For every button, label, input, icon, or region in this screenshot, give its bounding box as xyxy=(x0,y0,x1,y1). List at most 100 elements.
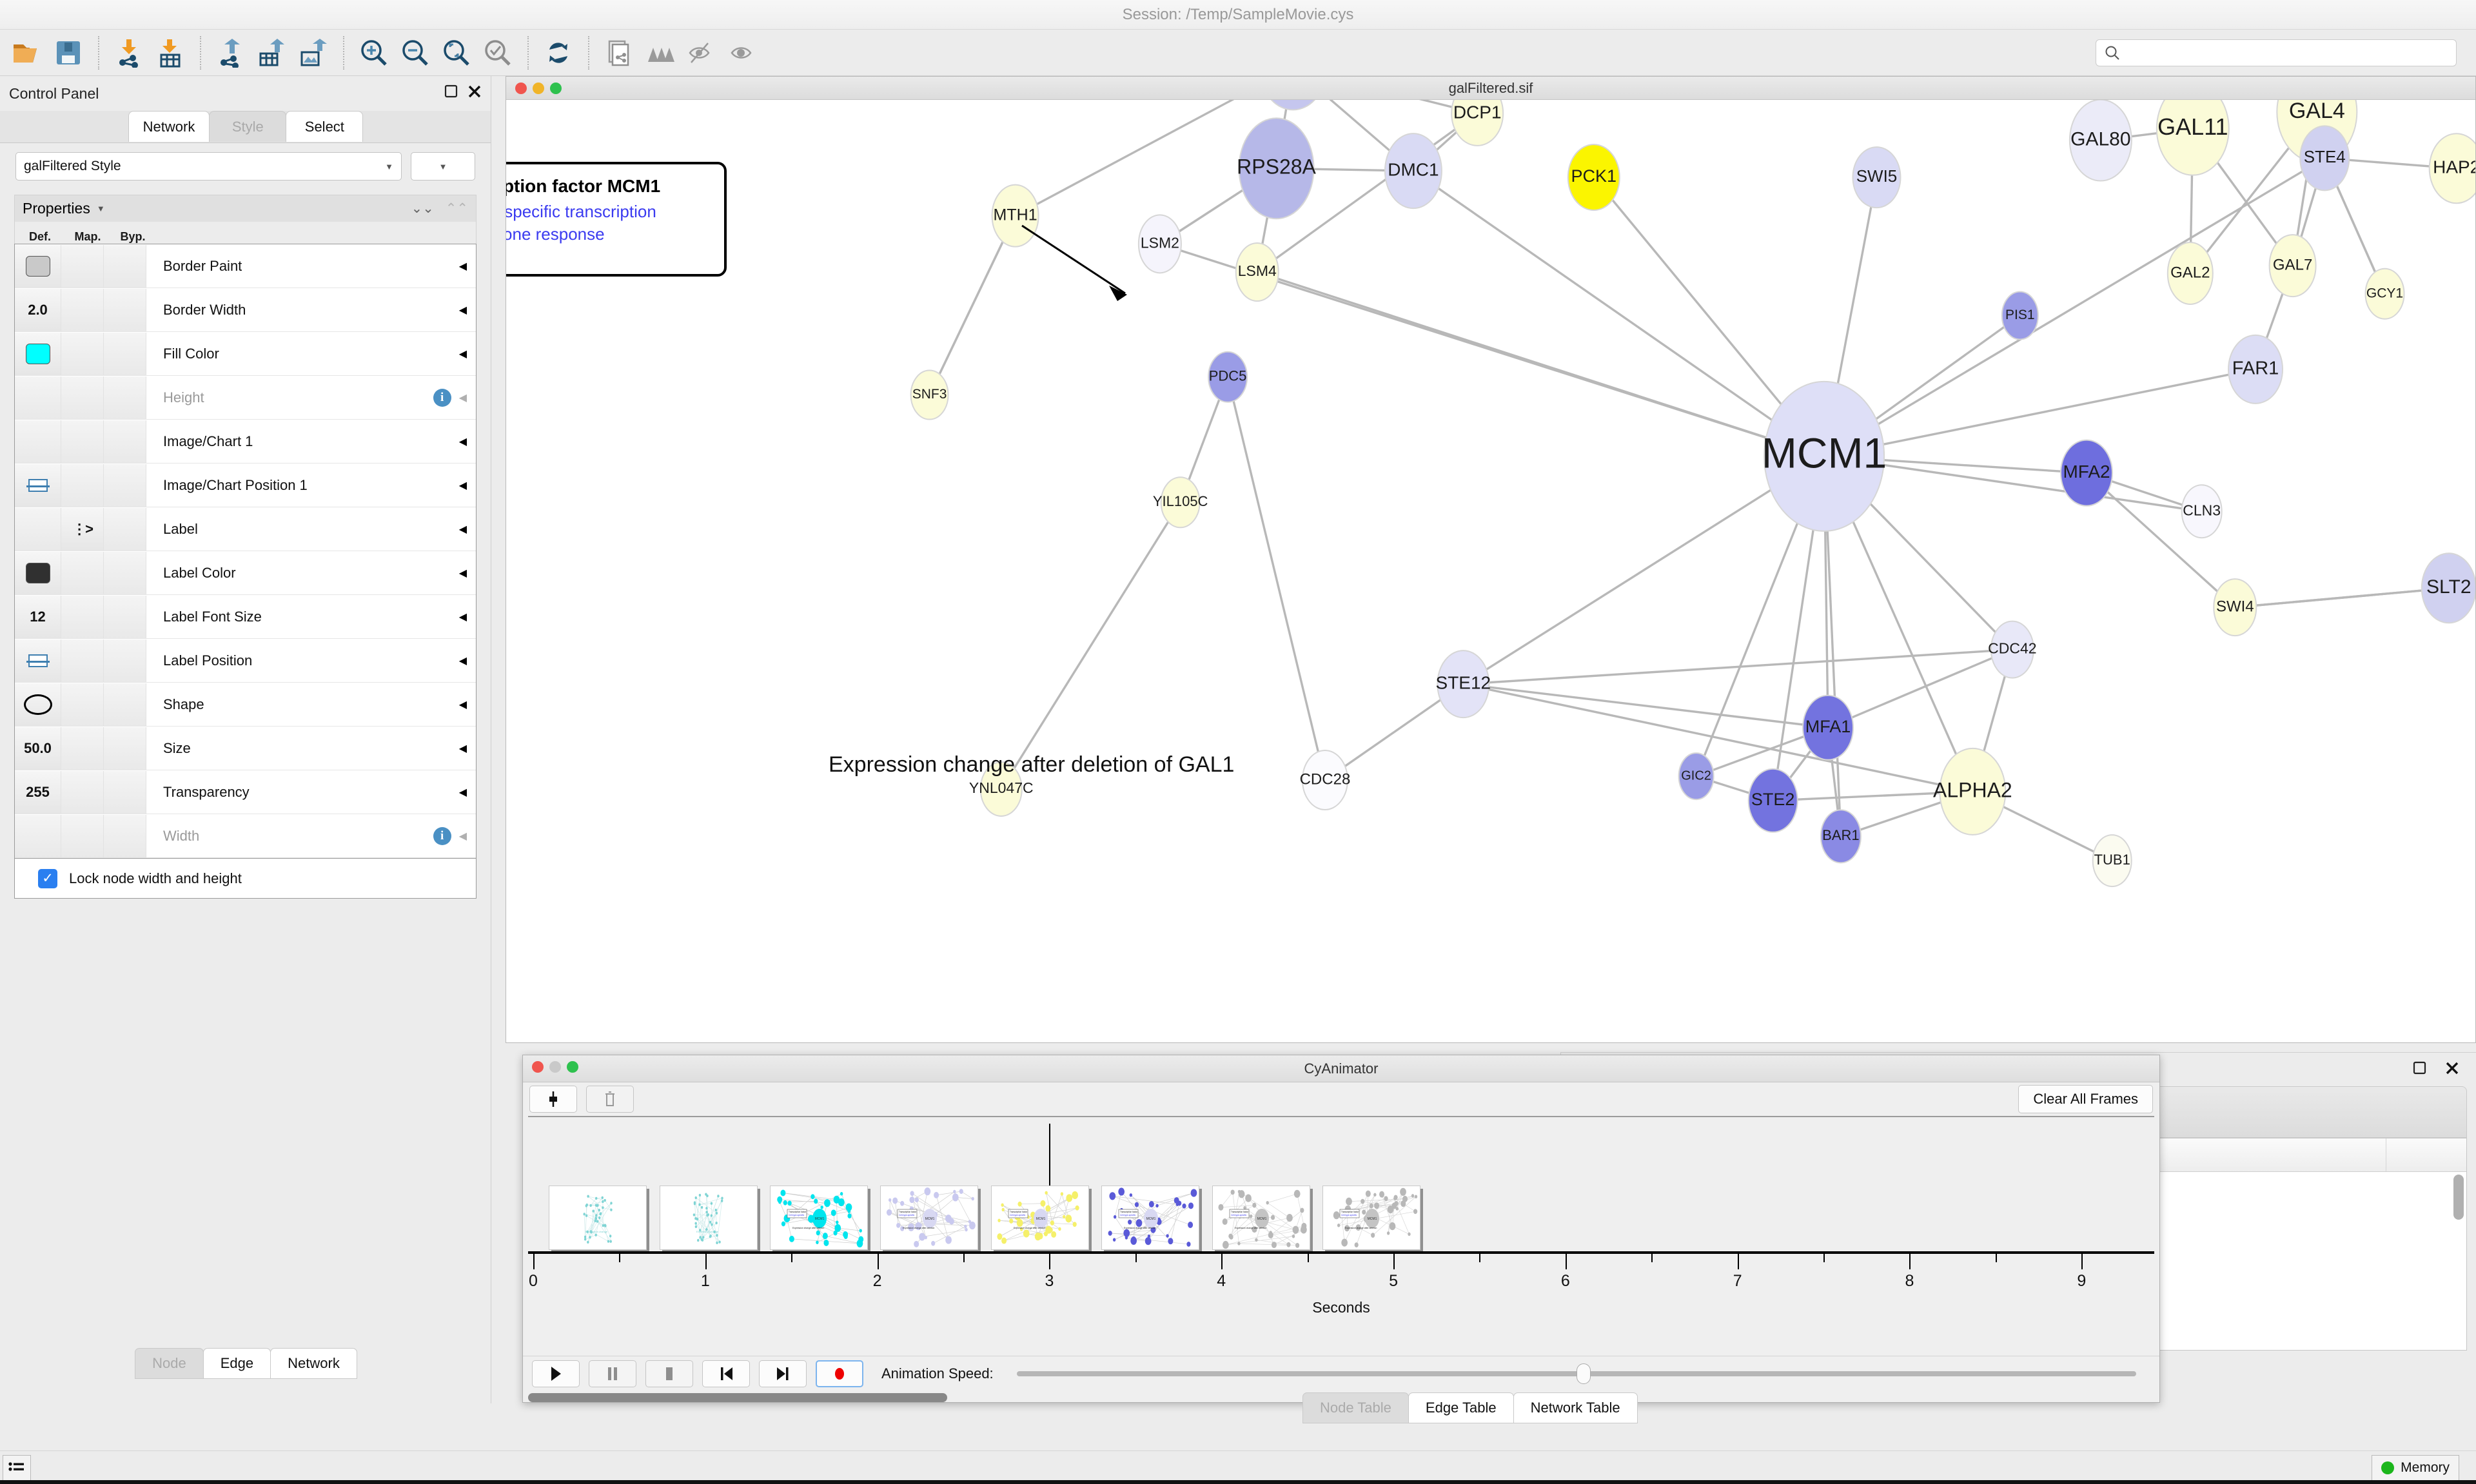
graph-node[interactable]: BAR1 xyxy=(1820,809,1862,864)
search-box[interactable] xyxy=(2096,39,2457,66)
graph-node[interactable]: LSM4 xyxy=(1235,242,1279,302)
animation-frame[interactable]: Expression change xyxy=(659,1186,758,1250)
node-ellipse[interactable] xyxy=(2299,125,2350,191)
property-row[interactable]: Height i ◀ xyxy=(15,376,476,420)
save-icon[interactable] xyxy=(48,32,89,73)
graph-node[interactable]: MTH1 xyxy=(991,184,1039,248)
graph-node[interactable]: STE2 xyxy=(1747,768,1798,833)
property-bypass-cell[interactable] xyxy=(104,332,146,375)
property-bypass-cell[interactable] xyxy=(104,244,146,288)
color-swatch[interactable] xyxy=(25,255,50,277)
graph-node[interactable]: YNL047C xyxy=(969,761,1034,817)
graph-node[interactable]: PCK1 xyxy=(1567,144,1620,211)
property-default-cell[interactable]: 255 xyxy=(15,770,61,814)
property-default-cell[interactable]: 2.0 xyxy=(15,288,61,331)
info-icon[interactable]: i xyxy=(433,388,451,407)
property-row[interactable]: Image/Chart Position 1 ◀ xyxy=(15,464,476,507)
property-mapping-cell[interactable] xyxy=(61,770,104,814)
graph-node[interactable]: PDC5 xyxy=(1208,351,1248,403)
open-folder-icon[interactable] xyxy=(6,32,48,73)
graph-edge[interactable] xyxy=(1000,502,1182,790)
property-mapping-cell[interactable] xyxy=(61,727,104,770)
skip-start-button[interactable] xyxy=(702,1360,750,1387)
animation-frame[interactable]: Expression change xyxy=(549,1186,647,1250)
node-ellipse[interactable] xyxy=(1802,694,1854,761)
zoom-fit-network-icon[interactable] xyxy=(477,32,518,73)
expand-property-arrow[interactable]: ◀ xyxy=(458,611,467,623)
graph-edge[interactable] xyxy=(1293,100,1478,115)
property-bypass-cell[interactable] xyxy=(104,814,146,857)
expand-property-arrow[interactable]: ◀ xyxy=(458,436,467,447)
property-mapping-cell[interactable] xyxy=(61,551,104,594)
animation-frame[interactable]: MCM1 Transcription factor Cell-type-specif… xyxy=(990,1186,1089,1250)
animation-frame[interactable]: MCM1 Transcription factor Cell-type-specif… xyxy=(1322,1186,1420,1250)
property-default-cell[interactable] xyxy=(15,683,61,726)
zoom-out-icon[interactable] xyxy=(395,32,436,73)
graph-node[interactable]: CDC28 xyxy=(1300,750,1351,811)
graph-node[interactable]: SLT2 xyxy=(2421,552,2475,624)
property-mapping-cell[interactable] xyxy=(61,332,104,375)
refresh-icon[interactable] xyxy=(538,32,579,73)
tab-network-style[interactable]: Network xyxy=(270,1348,357,1379)
property-mapping-cell[interactable]: ⋮> xyxy=(61,507,104,551)
node-ellipse[interactable] xyxy=(1208,351,1248,403)
graph-node[interactable]: MFA1 xyxy=(1802,694,1854,761)
node-ellipse[interactable] xyxy=(1678,752,1715,801)
graph-node[interactable]: GAL7 xyxy=(2268,234,2317,298)
node-ellipse[interactable] xyxy=(1820,809,1862,864)
graph-node[interactable]: CLN3 xyxy=(2181,484,2223,539)
skip-end-button[interactable] xyxy=(759,1360,807,1387)
node-ellipse[interactable] xyxy=(979,761,1023,817)
graph-edge[interactable] xyxy=(928,215,1017,396)
property-row[interactable]: 2.0 Border Width ◀ xyxy=(15,288,476,332)
property-row[interactable]: 12 Label Font Size ◀ xyxy=(15,595,476,639)
graph-node[interactable]: MFA2 xyxy=(2060,439,2114,507)
import-network-icon[interactable] xyxy=(108,32,150,73)
graph-node[interactable]: RPS28A xyxy=(1237,117,1317,220)
graph-node[interactable]: STE12 xyxy=(1436,650,1491,719)
node-ellipse[interactable] xyxy=(2181,484,2223,539)
property-bypass-cell[interactable] xyxy=(104,770,146,814)
node-ellipse[interactable] xyxy=(2213,578,2257,637)
graph-edge[interactable] xyxy=(1256,112,1479,273)
node-ellipse[interactable] xyxy=(1301,750,1348,811)
tab-style[interactable]: Style xyxy=(209,111,287,142)
property-default-cell[interactable]: 12 xyxy=(15,595,61,638)
tab-network-table[interactable]: Network Table xyxy=(1513,1392,1638,1423)
property-bypass-cell[interactable] xyxy=(104,551,146,594)
property-bypass-cell[interactable] xyxy=(104,683,146,726)
graph-node[interactable]: LSM2 xyxy=(1137,214,1182,274)
property-bypass-cell[interactable] xyxy=(104,288,146,331)
graph-node[interactable]: GAL2 xyxy=(2166,241,2214,305)
property-bypass-cell[interactable] xyxy=(104,507,146,551)
node-ellipse[interactable] xyxy=(2092,834,2132,888)
graph-edge[interactable] xyxy=(1823,455,2202,513)
expand-property-arrow[interactable]: ◀ xyxy=(458,655,467,667)
graph-node[interactable]: TUB1 xyxy=(2092,834,2132,888)
cyanimator-horizontal-scrollbar[interactable] xyxy=(528,1393,947,1402)
clear-all-frames-button[interactable]: Clear All Frames xyxy=(2018,1085,2153,1113)
graph-node[interactable]: FAR1 xyxy=(2228,334,2284,404)
node-ellipse[interactable] xyxy=(1259,100,1326,111)
property-default-cell[interactable] xyxy=(15,507,61,551)
property-mapping-cell[interactable] xyxy=(61,639,104,682)
property-row[interactable]: ⋮> Label ◀ xyxy=(15,507,476,551)
node-ellipse[interactable] xyxy=(1384,133,1442,210)
node-ellipse[interactable] xyxy=(1852,146,1901,209)
node-ellipse[interactable] xyxy=(2228,334,2284,404)
info-icon[interactable]: i xyxy=(433,826,451,845)
property-default-cell[interactable] xyxy=(15,464,61,507)
expand-property-arrow[interactable]: ◀ xyxy=(458,348,467,360)
property-row[interactable]: Label Color ◀ xyxy=(15,551,476,595)
export-image-icon[interactable] xyxy=(293,32,334,73)
graph-node[interactable]: DCP1 xyxy=(1451,100,1504,146)
node-ellipse[interactable] xyxy=(2166,241,2214,305)
record-button[interactable] xyxy=(816,1360,863,1387)
close-window-dot[interactable] xyxy=(532,1061,544,1073)
color-swatch[interactable] xyxy=(25,562,50,583)
property-bypass-cell[interactable] xyxy=(104,420,146,463)
close-panel-icon[interactable] xyxy=(467,84,482,103)
property-bypass-cell[interactable] xyxy=(104,727,146,770)
chevron-down-icon[interactable]: ▼ xyxy=(96,204,105,213)
window-controls[interactable] xyxy=(515,83,562,94)
